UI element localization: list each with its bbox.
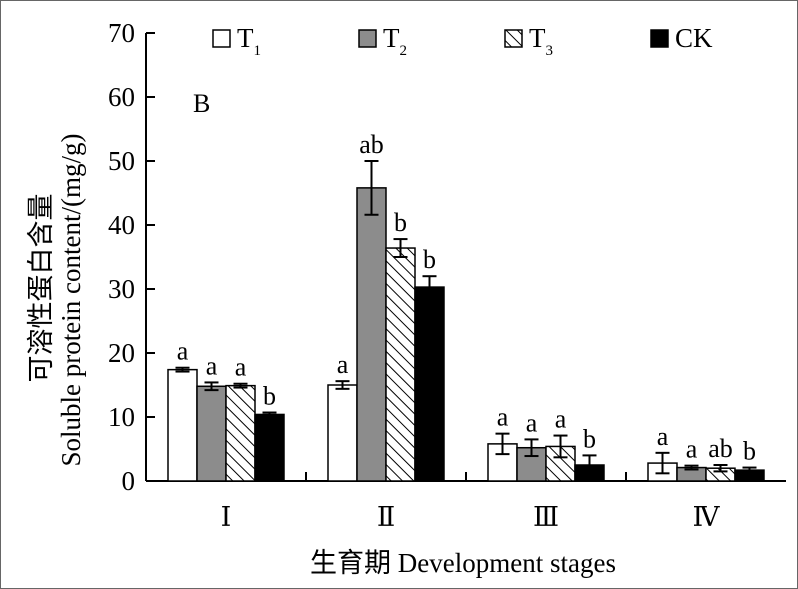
bar bbox=[385, 247, 416, 482]
legend-subscript: 3 bbox=[546, 43, 554, 59]
y-tick-label: 60 bbox=[108, 82, 135, 112]
legend-swatch bbox=[650, 29, 669, 48]
significance-label: ab bbox=[708, 434, 733, 463]
y-tick-label: 50 bbox=[108, 146, 135, 176]
bar bbox=[196, 385, 227, 482]
legend-label: T3 bbox=[529, 23, 553, 59]
significance-label: a bbox=[526, 408, 538, 437]
y-tick-label: 70 bbox=[108, 18, 135, 48]
legend-subscript: 1 bbox=[254, 43, 262, 59]
legend-label: CK bbox=[675, 23, 713, 53]
significance-label: a bbox=[206, 351, 218, 380]
legend-swatch bbox=[358, 29, 377, 48]
panel-label: B bbox=[193, 89, 210, 118]
x-tick-label: Ⅳ bbox=[693, 502, 721, 532]
x-tick-label: Ⅱ bbox=[377, 502, 395, 532]
significance-label: a bbox=[177, 337, 189, 366]
legend: T1 T2 T3 CK bbox=[212, 23, 713, 59]
significance-label: b bbox=[394, 208, 407, 237]
legend-swatch bbox=[504, 29, 523, 48]
y-tick-label: 0 bbox=[122, 466, 136, 496]
bar bbox=[167, 368, 198, 482]
y-axis-title-cn: 可溶性蛋白含量 bbox=[26, 194, 56, 383]
bar bbox=[254, 413, 285, 482]
y-tick-label: 10 bbox=[108, 402, 135, 432]
significance-label: a bbox=[337, 350, 349, 379]
y-axis-title-en: Soluble protein content/(mg/g) bbox=[56, 134, 86, 467]
significance-label: a bbox=[657, 422, 669, 451]
significance-label: a bbox=[686, 435, 698, 464]
x-axis-title: 生育期 Development stages bbox=[310, 548, 616, 578]
bar bbox=[225, 384, 256, 482]
legend-subscript: 2 bbox=[400, 43, 408, 59]
bar bbox=[327, 384, 358, 482]
x-tick-label: Ⅰ bbox=[221, 502, 232, 532]
significance-label: a bbox=[555, 405, 567, 434]
y-tick-label: 20 bbox=[108, 338, 135, 368]
legend-label: T1 bbox=[237, 23, 261, 59]
significance-label: b bbox=[263, 382, 276, 411]
bar bbox=[356, 187, 387, 482]
significance-label: a bbox=[235, 353, 247, 382]
y-tick-label: 40 bbox=[108, 210, 135, 240]
significance-label: ab bbox=[359, 130, 384, 159]
bars bbox=[167, 160, 765, 482]
legend-swatch bbox=[212, 29, 231, 48]
significance-label: b bbox=[423, 245, 436, 274]
significance-label: b bbox=[743, 437, 756, 466]
x-tick-label: Ⅲ bbox=[533, 502, 559, 532]
legend-label: T2 bbox=[383, 23, 407, 59]
bar bbox=[545, 445, 576, 482]
significance-label: b bbox=[583, 424, 596, 453]
bar bbox=[414, 286, 445, 482]
y-tick-label: 30 bbox=[108, 274, 135, 304]
significance-label: a bbox=[497, 403, 509, 432]
